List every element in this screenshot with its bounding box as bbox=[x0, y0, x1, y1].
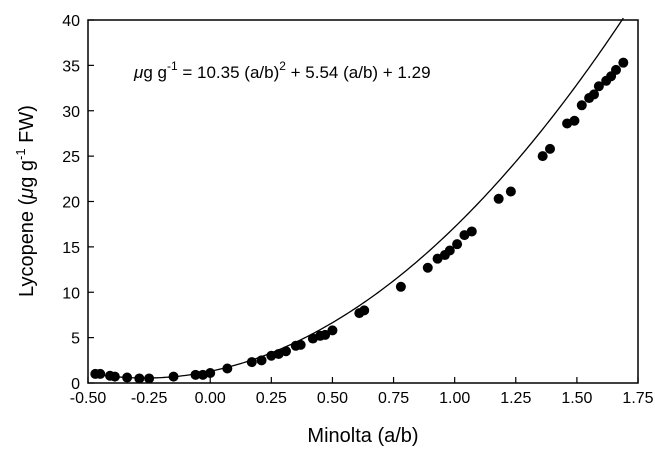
x-tick-label: -0.25 bbox=[131, 390, 168, 407]
fit-curve bbox=[95, 17, 624, 379]
x-axis-ticks: -0.50 -0.25 0.00 0.25 0.50 0.75 1.00 1.25 1.50 1.… bbox=[70, 377, 654, 407]
y-axis-ticks: 0 5 10 15 20 25 30 35 40 bbox=[62, 13, 94, 393]
data-point bbox=[134, 373, 145, 384]
y-tick-label: 0 bbox=[71, 376, 80, 393]
y-axis-title: Lycopene (μg g-1 FW) bbox=[13, 105, 38, 297]
data-point bbox=[452, 239, 463, 250]
data-point bbox=[593, 81, 604, 92]
data-point bbox=[576, 100, 587, 111]
x-tick-label: 1.50 bbox=[561, 390, 592, 407]
data-point bbox=[395, 281, 406, 292]
data-point bbox=[109, 371, 120, 382]
data-point bbox=[327, 325, 338, 336]
data-point bbox=[589, 89, 599, 100]
data-point bbox=[190, 369, 201, 380]
data-point bbox=[569, 115, 580, 126]
y-axis-title-mu: μ bbox=[16, 188, 38, 200]
x-tick-label: 0.00 bbox=[195, 390, 226, 407]
data-point bbox=[537, 151, 548, 162]
data-point bbox=[359, 305, 370, 316]
data-point bbox=[505, 186, 516, 197]
data-point bbox=[545, 143, 555, 154]
y-tick-label: 20 bbox=[62, 195, 80, 212]
data-point bbox=[493, 193, 504, 204]
y-tick-label: 40 bbox=[62, 13, 80, 30]
equation-rhs-a: = 10.35 (a/b) bbox=[178, 63, 280, 82]
x-tick-label: 1.00 bbox=[439, 390, 470, 407]
data-point bbox=[205, 368, 216, 379]
data-point bbox=[246, 357, 257, 368]
data-points bbox=[90, 57, 629, 384]
fit-curve-group bbox=[95, 17, 624, 379]
data-point bbox=[144, 373, 155, 384]
x-tick-label: 0.75 bbox=[378, 390, 409, 407]
x-tick-label: -0.50 bbox=[70, 390, 107, 407]
equation-lhs: g g bbox=[143, 63, 167, 82]
data-point bbox=[168, 371, 179, 382]
data-point bbox=[466, 226, 477, 237]
data-point bbox=[295, 339, 306, 350]
equation-annotation: μg g-1 = 10.35 (a/b)2 + 5.54 (a/b) + 1.2… bbox=[133, 59, 431, 82]
data-point bbox=[256, 355, 267, 366]
x-tick-label: 1.75 bbox=[622, 390, 653, 407]
x-tick-label: 0.25 bbox=[256, 390, 287, 407]
x-tick-label: 0.50 bbox=[317, 390, 348, 407]
data-point bbox=[611, 64, 621, 75]
data-point bbox=[222, 363, 233, 374]
y-axis-title-unit: g g bbox=[16, 160, 38, 188]
y-tick-label: 15 bbox=[62, 240, 80, 257]
x-tick-label: 1.25 bbox=[500, 390, 531, 407]
y-tick-label: 10 bbox=[62, 285, 80, 302]
x-axis-title: Minolta (a/b) bbox=[307, 425, 418, 447]
y-axis-title-sup: -1 bbox=[13, 148, 28, 160]
y-tick-label: 35 bbox=[62, 58, 80, 75]
equation-rhs-b: + 5.54 (a/b) + 1.29 bbox=[286, 63, 431, 82]
y-axis-title-prefix: Lycopene ( bbox=[16, 198, 38, 297]
y-tick-label: 5 bbox=[71, 331, 80, 348]
equation-lhs-sup: -1 bbox=[167, 59, 178, 73]
y-axis-title-suffix: FW) bbox=[16, 105, 38, 148]
y-tick-label: 25 bbox=[62, 149, 80, 166]
y-tick-label: 30 bbox=[62, 104, 80, 121]
data-point bbox=[444, 245, 455, 256]
data-point bbox=[320, 329, 331, 340]
data-point bbox=[122, 372, 133, 383]
equation-rhs-sup: 2 bbox=[279, 59, 286, 73]
data-point bbox=[281, 346, 291, 357]
data-point bbox=[95, 368, 106, 379]
data-point bbox=[422, 262, 433, 273]
data-point bbox=[618, 57, 629, 68]
equation-mu: μ bbox=[133, 63, 144, 82]
